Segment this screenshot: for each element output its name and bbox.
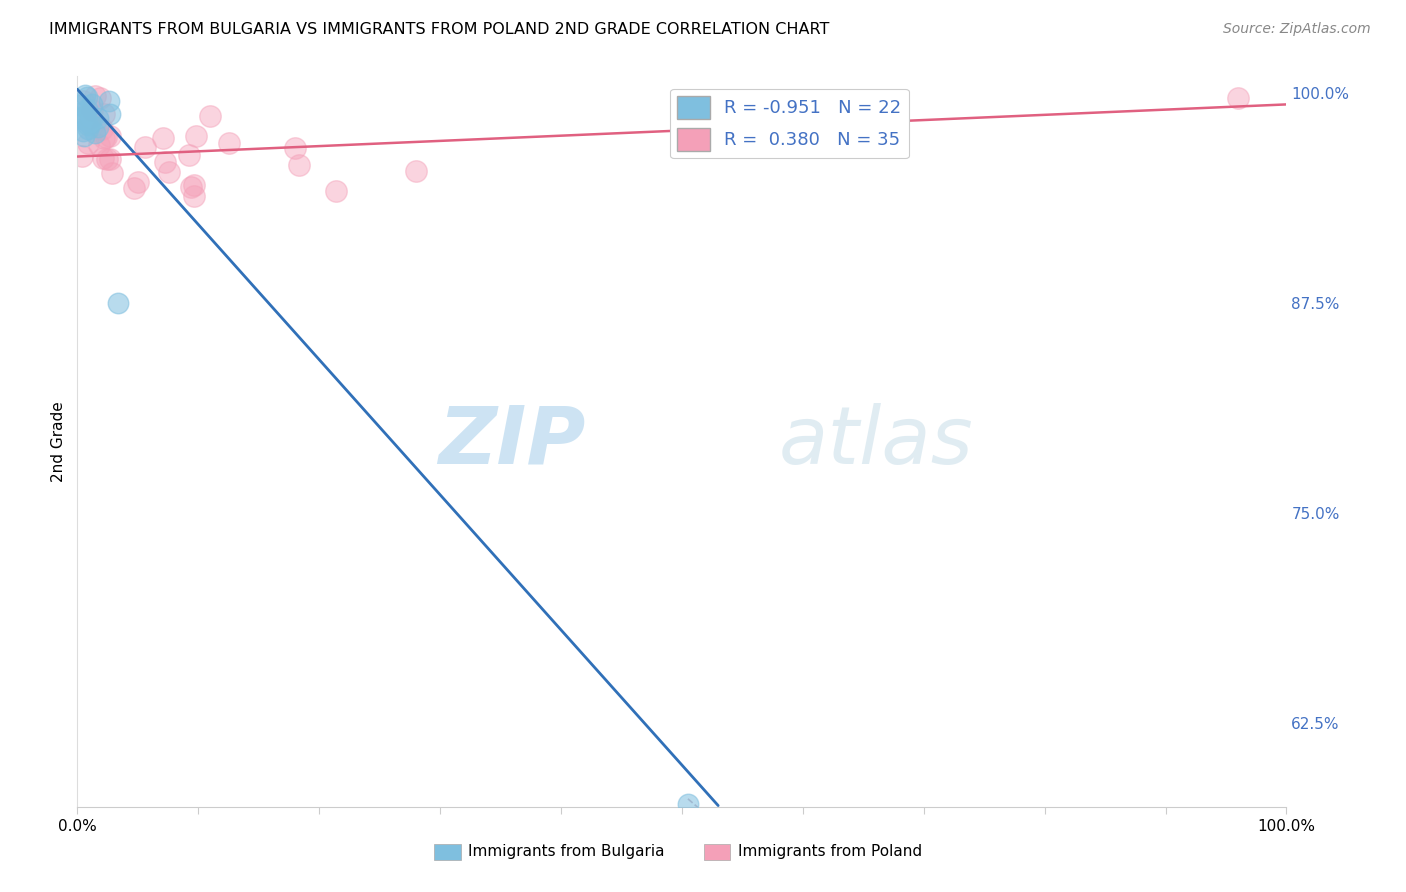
Text: ZIP: ZIP xyxy=(437,402,585,481)
Point xyxy=(84,126,107,140)
Point xyxy=(127,175,149,189)
Point xyxy=(76,103,98,117)
Text: Immigrants from Poland: Immigrants from Poland xyxy=(738,845,922,859)
Point xyxy=(75,88,97,103)
Point xyxy=(91,151,114,165)
Point xyxy=(93,131,115,145)
Point xyxy=(107,295,129,310)
Point xyxy=(177,148,200,162)
Point xyxy=(72,94,94,108)
Point xyxy=(94,129,117,144)
Point xyxy=(93,107,115,121)
Text: IMMIGRANTS FROM BULGARIA VS IMMIGRANTS FROM POLAND 2ND GRADE CORRELATION CHART: IMMIGRANTS FROM BULGARIA VS IMMIGRANTS F… xyxy=(49,22,830,37)
Point xyxy=(79,117,101,131)
Point xyxy=(83,89,105,103)
Point xyxy=(72,110,94,124)
Point xyxy=(72,124,94,138)
Point xyxy=(100,166,122,180)
Y-axis label: 2nd Grade: 2nd Grade xyxy=(51,401,66,482)
Point xyxy=(98,107,121,121)
Point xyxy=(76,90,98,104)
Point xyxy=(82,103,104,117)
Point xyxy=(157,165,180,179)
Point xyxy=(198,109,221,123)
Point xyxy=(70,148,93,162)
Point xyxy=(89,91,111,105)
Text: atlas: atlas xyxy=(779,402,973,481)
Point xyxy=(134,140,156,154)
Point xyxy=(152,131,174,145)
Point xyxy=(186,128,208,143)
Point xyxy=(82,97,104,112)
Point xyxy=(98,128,121,143)
Point xyxy=(77,136,100,150)
Point xyxy=(218,136,240,150)
Legend: R = -0.951   N = 22, R =  0.380   N = 35: R = -0.951 N = 22, R = 0.380 N = 35 xyxy=(671,88,908,159)
Point xyxy=(76,122,98,136)
Point xyxy=(90,121,112,136)
Point xyxy=(79,111,101,125)
Point xyxy=(72,129,94,144)
Point xyxy=(288,158,311,172)
Point xyxy=(69,105,91,120)
Point xyxy=(72,112,94,126)
Point xyxy=(87,120,110,135)
Point xyxy=(183,178,205,193)
Point xyxy=(183,189,205,203)
Point xyxy=(76,118,98,132)
Point xyxy=(86,112,108,126)
Point xyxy=(405,164,427,178)
Point xyxy=(69,98,91,112)
Text: Immigrants from Bulgaria: Immigrants from Bulgaria xyxy=(468,845,665,859)
Point xyxy=(284,141,307,155)
Point xyxy=(1227,91,1250,105)
Text: Source: ZipAtlas.com: Source: ZipAtlas.com xyxy=(1223,22,1371,37)
Point xyxy=(73,108,96,122)
Point xyxy=(124,181,146,195)
Point xyxy=(676,797,699,811)
Point xyxy=(325,184,347,198)
Point xyxy=(89,138,111,153)
Bar xyxy=(703,844,730,860)
Bar xyxy=(434,844,461,860)
Point xyxy=(80,112,103,127)
Point xyxy=(98,94,121,108)
Point xyxy=(98,153,121,167)
Point xyxy=(180,180,202,194)
Point xyxy=(155,154,177,169)
Point xyxy=(96,153,118,167)
